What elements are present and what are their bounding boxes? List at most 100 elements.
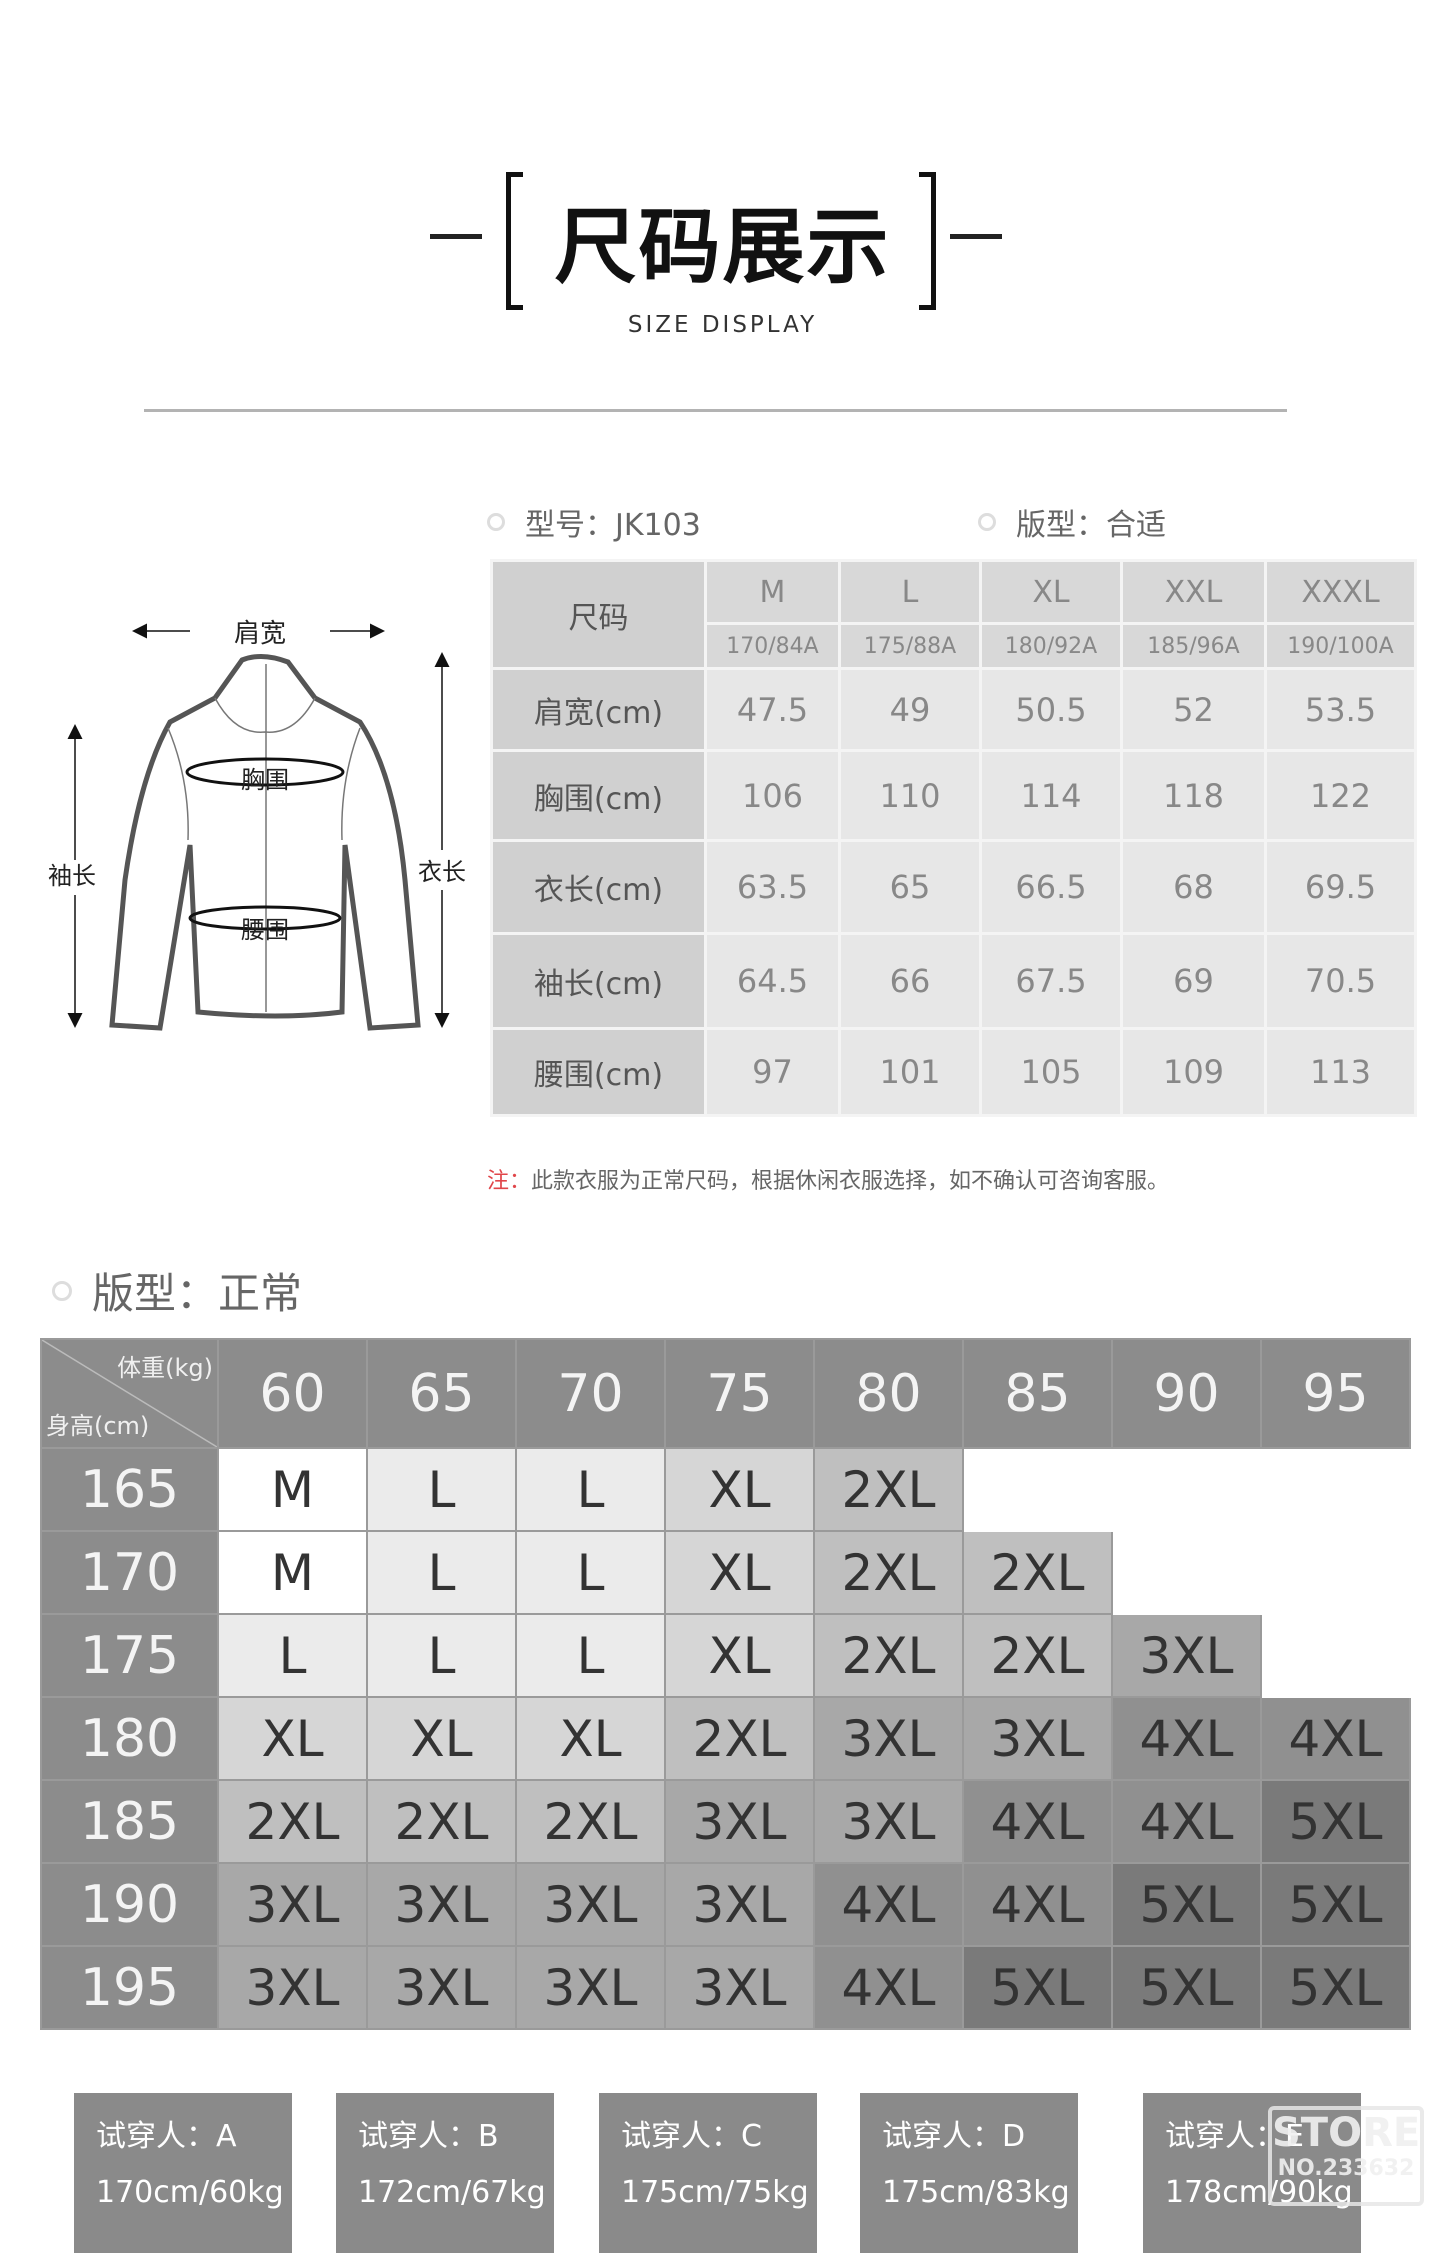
size-cell: L xyxy=(515,1447,666,1532)
size-cell: XL xyxy=(217,1696,368,1781)
size-cell: 2XL xyxy=(962,1530,1113,1615)
empty-cell xyxy=(1260,1613,1411,1698)
size-cell: XL xyxy=(664,1613,815,1698)
size-cell: 4XL xyxy=(1111,1779,1262,1864)
bullet-icon xyxy=(52,1280,72,1301)
measurement-value: 113 xyxy=(1264,1027,1417,1117)
measurement-value: 66 xyxy=(838,932,982,1030)
size-cell: 4XL xyxy=(1111,1696,1262,1781)
size-cell: 2XL xyxy=(813,1530,964,1615)
model-info: 型号：JK103 xyxy=(487,500,701,544)
size-cell: 5XL xyxy=(1111,1945,1262,2030)
size-cell: 3XL xyxy=(664,1779,815,1864)
grid-row: 190 3XL 3XL 3XL 3XL 4XL 4XL 5XL 5XL xyxy=(40,1862,1411,1947)
size-cell: 2XL xyxy=(664,1696,815,1781)
bullet-icon xyxy=(487,513,505,531)
size-cell: 3XL xyxy=(813,1696,964,1781)
tester-name: 试穿人：D xyxy=(882,2119,1026,2154)
measurement-value: 50.5 xyxy=(979,667,1123,752)
note-text: 此款衣服为正常尺码，根据休闲衣服选择，如不确认可咨询客服。 xyxy=(531,1169,1170,1194)
measurement-value: 67.5 xyxy=(979,932,1123,1030)
waist-label: 腰围 xyxy=(241,916,289,944)
size-cell: 4XL xyxy=(813,1862,964,1947)
size-measurement-table: 尺码 M L XL XXL XXXL 170/84A 175/88A 180/9… xyxy=(490,559,1417,1117)
section-header: 尺码展示 xyxy=(0,160,1445,310)
fit-label: 版型：合适 xyxy=(1016,508,1166,543)
size-header: XL xyxy=(979,559,1123,625)
weight-header: 65 xyxy=(366,1338,517,1449)
measurement-label: 腰围(cm) xyxy=(490,1027,707,1117)
size-cell: XL xyxy=(515,1696,666,1781)
measurement-row: 肩宽(cm) 47.5 49 50.5 52 53.5 xyxy=(490,667,1417,752)
size-cell: XL xyxy=(366,1696,517,1781)
size-cell: L xyxy=(366,1613,517,1698)
title-dash-right xyxy=(950,234,1002,239)
size-cell: L xyxy=(217,1613,368,1698)
grid-corner: 体重(kg) 身高(cm) xyxy=(40,1338,219,1449)
size-header: XXL xyxy=(1120,559,1267,625)
size-cell: 5XL xyxy=(1111,1862,1262,1947)
bullet-icon xyxy=(978,513,996,531)
size-cell: XL xyxy=(664,1530,815,1615)
measurement-value: 65 xyxy=(838,839,982,935)
measurement-row: 衣长(cm) 63.5 65 66.5 68 69.5 xyxy=(490,839,1417,935)
measurement-value: 53.5 xyxy=(1264,667,1417,752)
measurement-value: 106 xyxy=(704,749,841,842)
weight-header: 60 xyxy=(217,1338,368,1449)
title-bracket-left xyxy=(506,172,523,310)
measurement-value: 52 xyxy=(1120,667,1267,752)
tester-card: 试穿人：B 172cm/67kg xyxy=(336,2093,554,2253)
size-cell: 3XL xyxy=(366,1862,517,1947)
size-spec: 185/96A xyxy=(1120,622,1267,670)
height-header: 190 xyxy=(40,1862,219,1947)
title-bracket-right xyxy=(919,172,936,310)
size-cell: 3XL xyxy=(217,1945,368,2030)
size-cell: 3XL xyxy=(217,1862,368,1947)
measurement-value: 49 xyxy=(838,667,982,752)
weight-axis-label: 体重(kg) xyxy=(117,1354,213,1382)
tester-measure: 175cm/83kg xyxy=(882,2175,1070,2210)
tester-card: 试穿人：D 175cm/83kg xyxy=(860,2093,1078,2253)
measurement-label: 肩宽(cm) xyxy=(490,667,707,752)
size-spec: 170/84A xyxy=(704,622,841,670)
tester-measure: 175cm/75kg xyxy=(621,2175,809,2210)
tester-measure: 172cm/67kg xyxy=(358,2175,546,2210)
measurement-value: 110 xyxy=(838,749,982,842)
grid-row: 165 M L L XL 2XL xyxy=(40,1447,1411,1532)
size-cell: 2XL xyxy=(813,1613,964,1698)
jacket-diagram: 肩宽 胸围 腰围 袖长 衣长 xyxy=(48,619,466,1031)
measurement-value: 47.5 xyxy=(704,667,841,752)
measurement-value: 66.5 xyxy=(979,839,1123,935)
grid-row: 170 M L L XL 2XL 2XL xyxy=(40,1530,1411,1615)
measurement-value: 97 xyxy=(704,1027,841,1117)
grid-row: 185 2XL 2XL 2XL 3XL 3XL 4XL 4XL 5XL xyxy=(40,1779,1411,1864)
length-label: 衣长 xyxy=(418,858,466,886)
weight-header: 75 xyxy=(664,1338,815,1449)
size-cell: 5XL xyxy=(1260,1779,1411,1864)
height-header: 165 xyxy=(40,1447,219,1532)
empty-cell xyxy=(1260,1530,1411,1615)
measurement-label: 袖长(cm) xyxy=(490,932,707,1030)
size-cell: 2XL xyxy=(962,1613,1113,1698)
size-cell: M xyxy=(217,1530,368,1615)
empty-cell xyxy=(962,1447,1113,1532)
jacket-outline xyxy=(109,654,421,1031)
measurement-value: 114 xyxy=(979,749,1123,842)
empty-cell xyxy=(1260,1447,1411,1532)
divider xyxy=(144,409,1287,412)
size-cell: 3XL xyxy=(515,1945,666,2030)
size-cell: 3XL xyxy=(962,1696,1113,1781)
size-cell: 2XL xyxy=(366,1779,517,1864)
size-cell: 4XL xyxy=(962,1779,1113,1864)
weight-header: 90 xyxy=(1111,1338,1262,1449)
size-cell: M xyxy=(217,1447,368,1532)
height-header: 170 xyxy=(40,1530,219,1615)
size-cell: 3XL xyxy=(366,1945,517,2030)
measurement-value: 69 xyxy=(1120,932,1267,1030)
height-header: 185 xyxy=(40,1779,219,1864)
tester-name: 试穿人：E xyxy=(1165,2119,1304,2154)
grid-row: 175 L L L XL 2XL 2XL 3XL xyxy=(40,1613,1411,1698)
measurement-value: 70.5 xyxy=(1264,932,1417,1030)
size-cell: 4XL xyxy=(813,1945,964,2030)
tester-name: 试穿人：B xyxy=(358,2119,499,2154)
